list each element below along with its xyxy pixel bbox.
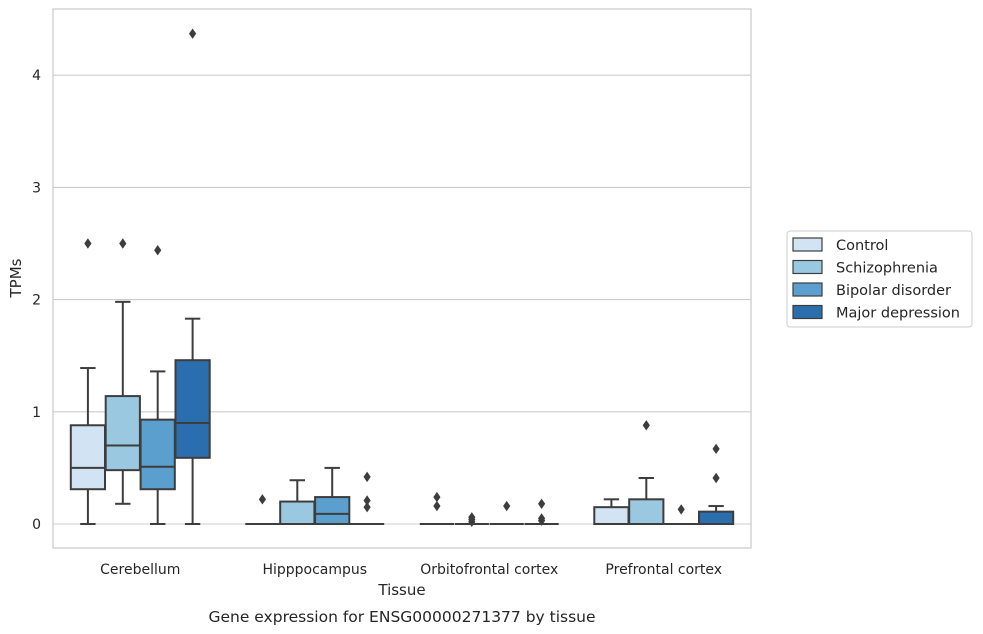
box-major-depression: [697, 443, 735, 525]
box-major-depression: [174, 28, 211, 525]
box-major-depression: [524, 498, 559, 526]
legend-label: Major depression: [836, 306, 960, 322]
x-axis-label: Tissue: [377, 581, 425, 599]
outlier-point: [677, 504, 685, 515]
y-tick-label: 3: [32, 180, 41, 196]
outlier-point: [712, 443, 720, 455]
box-schizophrenia: [454, 512, 489, 527]
box-bipolar-disorder: [489, 500, 524, 525]
y-tick-label: 1: [32, 405, 41, 421]
box-bipolar-disorder: [664, 504, 699, 525]
outlier-point: [538, 515, 546, 526]
outlier-point: [363, 495, 371, 506]
legend-swatch: [792, 282, 823, 297]
outlier-point: [258, 494, 266, 505]
outlier-point: [154, 245, 162, 256]
outlier-point: [433, 500, 441, 512]
legend: Control Schizophrenia Bipolar disorder Majo…: [786, 230, 973, 328]
box-iqr: [697, 510, 735, 525]
box-iqr: [628, 498, 665, 526]
box-schizophrenia: [104, 238, 141, 505]
box-control: [419, 491, 455, 525]
y-tick-label: 0: [32, 517, 41, 533]
y-tick-labels: 0 1 2 3 4: [32, 68, 41, 533]
y-tick-label: 4: [32, 68, 41, 84]
box-iqr: [593, 506, 630, 526]
x-tick-label: Hipppocampus: [262, 562, 367, 578]
box-major-depression: [349, 471, 385, 525]
x-tick-labels: Cerebellum Hipppocampus Orbitofrontal cort…: [100, 562, 722, 578]
outlier-point: [433, 491, 441, 503]
outlier-point: [642, 420, 650, 431]
box-schizophrenia: [628, 420, 665, 526]
outlier-point: [712, 472, 720, 484]
outlier-point: [503, 500, 511, 512]
y-axis-label: TPMs: [7, 258, 25, 298]
box-bipolar-disorder: [139, 245, 176, 525]
x-tick-label: Orbitofrontal cortex: [420, 562, 558, 578]
outlier-point: [189, 28, 197, 39]
legend-swatch: [792, 237, 823, 252]
outlier-point: [538, 498, 546, 510]
outlier-point: [84, 238, 92, 249]
y-tick-label: 2: [32, 293, 41, 309]
legend-swatch: [792, 304, 823, 320]
outlier-point: [363, 501, 371, 513]
box-iqr: [314, 496, 351, 525]
box-bipolar-disorder: [314, 466, 351, 525]
x-tick-label: Cerebellum: [100, 562, 180, 578]
outlier-point: [363, 471, 371, 483]
legend-label: Bipolar disorder: [836, 283, 951, 299]
box-iqr: [139, 418, 176, 491]
box-iqr: [104, 395, 141, 472]
chart-caption: Gene expression for ENSG00000271377 by t…: [208, 608, 595, 626]
legend-frame: [786, 230, 973, 328]
legend-label: Control: [836, 238, 888, 254]
box-iqr: [69, 424, 107, 491]
plot-frame: [52, 8, 752, 549]
box-iqr: [279, 500, 316, 525]
box-iqr: [174, 359, 211, 459]
boxes-layer: [69, 28, 735, 527]
outlier-point: [468, 516, 476, 527]
legend-swatch: [792, 259, 823, 275]
box-control: [245, 494, 280, 525]
x-tick-label: Prefrontal cortex: [605, 562, 722, 578]
box-control: [69, 238, 107, 525]
outlier-point: [119, 238, 127, 249]
legend-label: Schizophrenia: [836, 261, 938, 277]
